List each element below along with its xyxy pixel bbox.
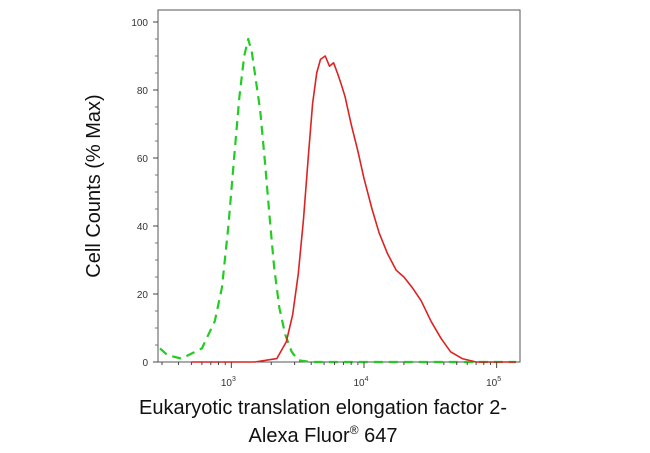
series-layer	[159, 37, 516, 364]
y-tick-label: 100	[131, 18, 148, 29]
y-tick-label: 60	[137, 154, 149, 165]
y-tick-label: 0	[142, 358, 148, 369]
y-tick-label: 40	[137, 222, 149, 233]
x-axis-label-line2: Alexa Fluor® 647	[249, 423, 398, 447]
series-line-1	[159, 37, 516, 364]
y-axis-ticks: 0 20 40 60 80 100	[131, 18, 158, 369]
x-axis-label-line1: Eukaryotic translation elongation factor…	[139, 397, 507, 419]
x-tick-label: 103	[221, 376, 236, 389]
x-tick-label: 104	[353, 376, 368, 389]
plot-frame	[157, 9, 521, 363]
x-axis-label-registered-mark: ®	[350, 423, 359, 437]
plot-area: 0 20 40 60 80 100 103 104 105	[131, 9, 521, 389]
y-axis-label: Cell Counts (% Max)	[83, 94, 105, 277]
x-axis-label-line2-suffix: 647	[359, 425, 398, 447]
series-line-2	[191, 55, 516, 363]
y-tick-label: 80	[137, 86, 149, 97]
x-tick-label: 105	[486, 376, 501, 389]
y-tick-label: 20	[137, 290, 149, 301]
x-axis-label-line2-prefix: Alexa Fluor	[249, 425, 350, 447]
x-axis-ticks: 103 104 105	[161, 362, 501, 389]
